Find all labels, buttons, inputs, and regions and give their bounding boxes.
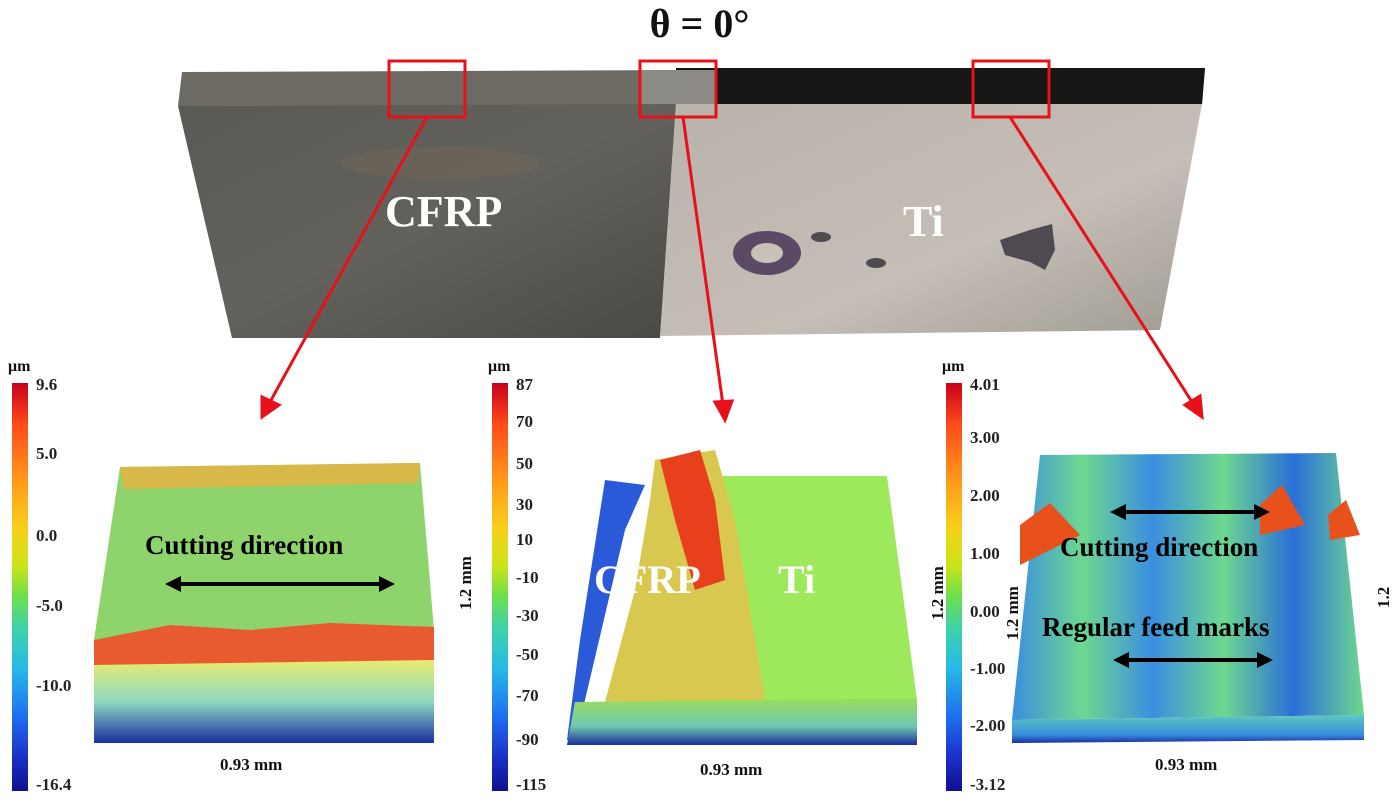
- colorbar-tick: 9.6: [36, 375, 58, 394]
- colorbar-tick: -70: [516, 686, 539, 705]
- colorbar-tick: 0.00: [970, 602, 1000, 621]
- colorbar-unit: μm: [942, 358, 965, 375]
- colorbar-tick: 87: [516, 375, 533, 394]
- x-dimension: 0.93 mm: [220, 755, 283, 774]
- interface-step: [605, 450, 765, 702]
- colorbar-tick: 50: [516, 454, 533, 473]
- arrow-head: [1182, 393, 1204, 421]
- colorbar-tick: -115: [516, 775, 547, 794]
- feed-marks-arrow: [1113, 652, 1273, 668]
- ti-top-edge: [676, 68, 1205, 105]
- cfrp-plate: [178, 104, 676, 338]
- arrow-cfrp: [268, 116, 429, 403]
- annotation-cutting-direction: Cutting direction: [1060, 532, 1259, 562]
- interface-peak: [660, 450, 725, 590]
- cutting-direction-arrow: [1110, 504, 1270, 520]
- y-dimension: 1.2 mm: [928, 566, 947, 620]
- photo-ti-label: Ti: [903, 197, 944, 246]
- surface-ridge: [120, 463, 420, 489]
- arrow-interface: [681, 116, 725, 406]
- colorbar-tick: -2.00: [970, 716, 1006, 735]
- feed-mark-peak: [1328, 500, 1360, 540]
- ti-plate: [660, 104, 1202, 336]
- colorbar-tick: 0.0: [36, 526, 58, 545]
- annotation-feed-marks: Regular feed marks: [1042, 612, 1270, 642]
- colorbar-tick: 4.01: [970, 375, 1000, 394]
- y-dimension: 1.2 mm: [456, 556, 475, 610]
- x-dimension: 0.93 mm: [700, 760, 763, 779]
- colorbar-unit: μm: [8, 358, 31, 375]
- surface-plot-interface: [567, 450, 917, 745]
- colorbar: [946, 383, 962, 791]
- colorbar-tick: -1.00: [970, 659, 1006, 678]
- surface-rough-front: [94, 623, 434, 670]
- colorbar-tick: -90: [516, 730, 539, 749]
- colorbar-tick: 70: [516, 412, 533, 431]
- colorbar-tick: -30: [516, 606, 539, 625]
- x-dimension: 0.93 mm: [1155, 755, 1218, 774]
- cfrp-low-region: [567, 480, 645, 740]
- colorbar: [12, 383, 28, 791]
- interface-cfrp-label: CFRP: [594, 557, 701, 602]
- surface-side: [94, 660, 434, 743]
- colorbar: [492, 383, 508, 791]
- cutting-direction-arrow: [165, 576, 395, 592]
- surface-side: [567, 698, 917, 745]
- interface-ti-label: Ti: [778, 557, 816, 602]
- annotation-cutting-direction: Cutting direction: [145, 530, 344, 560]
- colorbar-tick: -5.0: [36, 596, 63, 615]
- arrow-head: [712, 399, 735, 424]
- colorbar-tick: 2.00: [970, 486, 1000, 505]
- colorbar-tick: -50: [516, 645, 539, 664]
- feed-mark-peak: [1260, 485, 1305, 535]
- feed-mark-peak: [1020, 503, 1080, 565]
- ti-stain: [866, 258, 886, 268]
- colorbar-tick: 3.00: [970, 428, 1000, 447]
- arrow-ti: [1008, 116, 1194, 403]
- cfrp-marking: [340, 147, 540, 179]
- ti-surface: [1012, 453, 1364, 720]
- colorbar-tick: 1.00: [970, 544, 1000, 563]
- interface-edge: [640, 70, 716, 106]
- colorbar-tick: 10: [516, 530, 533, 549]
- colorbar-tick: 30: [516, 495, 533, 514]
- y-dimension: 1.2 mm: [1003, 586, 1022, 640]
- colorbar-tick: -10.0: [36, 676, 72, 695]
- figure-title: θ = 0°: [649, 1, 750, 46]
- surface-plot-cfrp: [94, 463, 434, 743]
- interface-region-box: [638, 59, 718, 119]
- photo-cfrp-label: CFRP: [385, 187, 503, 236]
- colorbar-unit: μm: [488, 358, 511, 375]
- arrow-head: [260, 394, 282, 420]
- surface-side: [1012, 715, 1364, 743]
- colorbar-tick: -10: [516, 568, 539, 587]
- ti-stain: [811, 232, 831, 242]
- ti-stain-center: [751, 243, 783, 263]
- colorbar-tick: -16.4: [36, 775, 72, 794]
- colorbar-tick: 5.0: [36, 444, 58, 463]
- y-dimension-right: 1.2 mm: [1374, 579, 1399, 608]
- colorbar-tick: -3.12: [970, 775, 1006, 794]
- surface-plot-ti: [1012, 453, 1364, 743]
- ti-stain: [1000, 224, 1055, 270]
- surface-top: [94, 463, 434, 640]
